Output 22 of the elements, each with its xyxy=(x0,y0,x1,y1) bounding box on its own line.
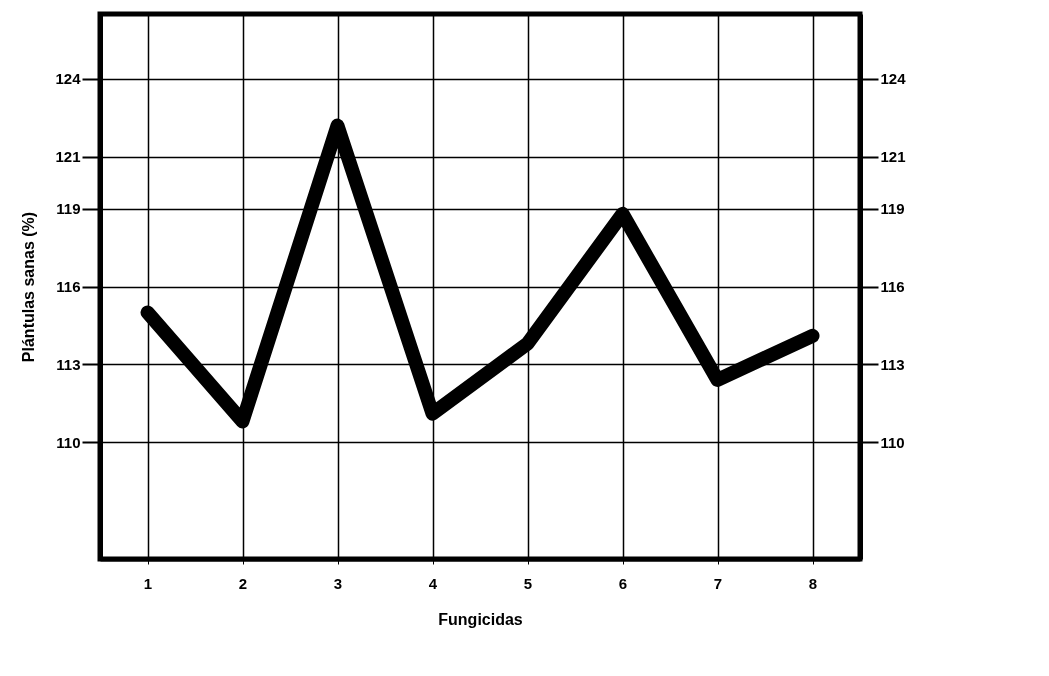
x-tick-label: 3 xyxy=(333,574,343,592)
y-tick-label: 124 xyxy=(55,70,82,88)
y2-tick-label: 113 xyxy=(880,355,905,373)
y2-tick-label: 116 xyxy=(880,278,905,295)
y2-tick-label: 119 xyxy=(880,200,905,218)
x-tick-label: 7 xyxy=(713,574,723,592)
y-tick-label: 121 xyxy=(55,148,81,166)
x-axis-title: Fungicidas xyxy=(438,610,523,628)
y2-tick-label: 110 xyxy=(880,433,905,451)
y-tick-label: 113 xyxy=(56,355,81,373)
y-tick-label: 116 xyxy=(56,278,81,295)
y-tick-label: 110 xyxy=(56,433,81,451)
y-axis-title: Plántulas sanas (%) xyxy=(20,211,38,363)
x-tick-label: 4 xyxy=(428,574,438,592)
y2-tick-label: 124 xyxy=(880,70,907,88)
x-tick-label: 1 xyxy=(143,574,153,592)
y-tick-label: 119 xyxy=(56,200,81,218)
x-tick-label: 5 xyxy=(523,574,533,592)
x-tick-label: 2 xyxy=(238,574,248,592)
y2-tick-label: 121 xyxy=(880,148,906,166)
x-tick-label: 6 xyxy=(618,574,628,592)
x-tick-label: 8 xyxy=(808,574,818,592)
